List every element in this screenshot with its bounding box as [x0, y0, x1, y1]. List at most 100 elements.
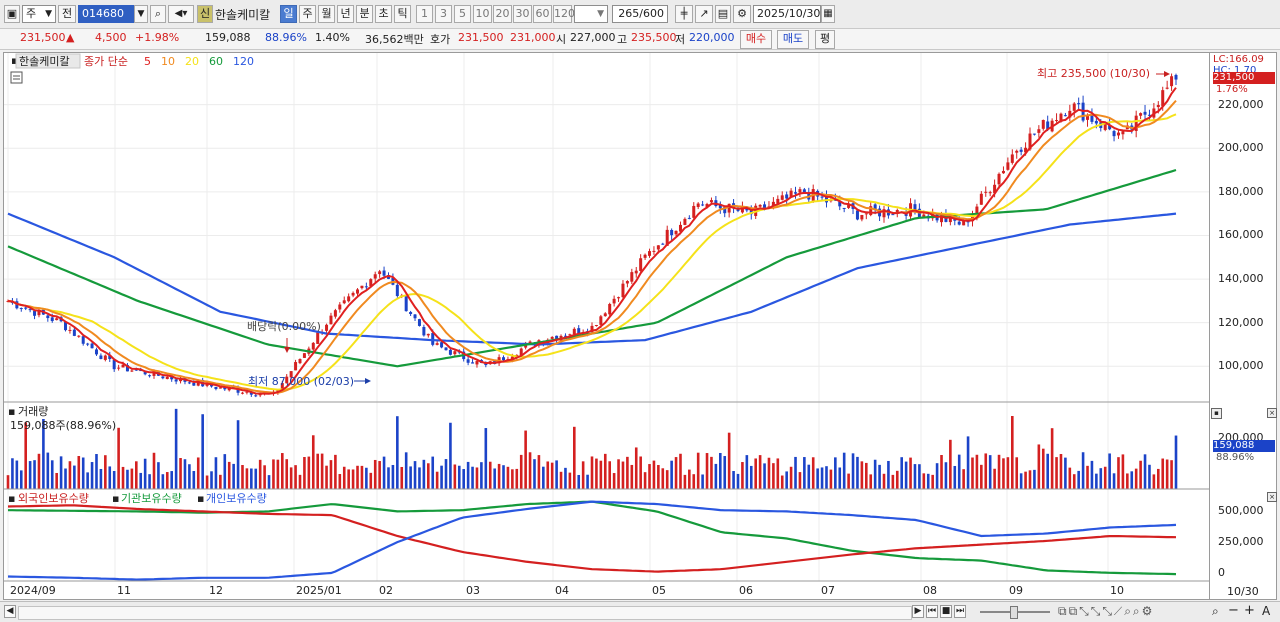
avg-button[interactable]: 평 [815, 30, 835, 49]
minute-60-button[interactable]: 60 [533, 5, 552, 23]
candle-body [347, 296, 351, 302]
volume-bar [1015, 457, 1019, 489]
candle-body [913, 204, 917, 211]
candle-body [285, 376, 289, 384]
volume-bar [882, 473, 886, 489]
volume-panel-max-icon[interactable]: × [1267, 408, 1277, 418]
period-day-button[interactable]: 일 [280, 5, 297, 23]
sell-button[interactable]: 매도 [777, 30, 809, 49]
data-count-field[interactable]: 265/600 [612, 5, 668, 23]
volume-bar [701, 474, 704, 489]
prev-button[interactable]: 전 [58, 5, 76, 23]
price-axis[interactable]: LC:166.09 HC: 1.70 231,500 1.76% 220,000… [1210, 52, 1277, 600]
volume-bar [254, 468, 258, 489]
volume-bar [396, 416, 399, 489]
candle-body [1143, 111, 1147, 115]
period-minute-button[interactable]: 분 [356, 5, 373, 23]
minute-5-button[interactable]: 5 [454, 5, 471, 23]
speaker-icon[interactable]: ◀▾ [168, 5, 194, 23]
volume-title: 거래량 [18, 405, 48, 418]
volume-bar [980, 464, 983, 489]
price-change: 4,500 [95, 31, 127, 44]
scroll-left-icon[interactable]: ◀ [4, 605, 16, 618]
volume-bar [360, 465, 364, 489]
volume-bar [311, 435, 315, 489]
candle-body [1046, 121, 1050, 130]
zoom-in-icon[interactable]: + [1244, 603, 1255, 618]
save-icon[interactable]: ▤ [715, 5, 731, 23]
search-icon[interactable]: ⌕ [150, 5, 166, 23]
window-menu-icon[interactable]: ▣ [4, 5, 20, 23]
font-size-icon[interactable]: A [1262, 604, 1271, 618]
grid-toggle-icon[interactable] [10, 71, 23, 84]
volume-bar [617, 459, 620, 489]
candle-body [311, 342, 315, 350]
first-page-icon[interactable]: ⏮ [926, 605, 938, 618]
scroll-right-icon[interactable]: ▶ [912, 605, 924, 618]
draw-line-icon[interactable]: ↗ [695, 5, 713, 23]
period-year-button[interactable]: 년 [337, 5, 354, 23]
period-month-button[interactable]: 월 [318, 5, 335, 23]
custom-period-input[interactable]: ▼ [574, 5, 608, 23]
chart-area[interactable]: 최고 235,500 (10/30) 최저 87,000 (02/03) 배당락… [3, 52, 1210, 600]
period-type-select[interactable]: 주 ▼ [22, 5, 56, 23]
volume-bar [55, 472, 58, 489]
last-page-icon[interactable]: ⏭ [954, 605, 966, 618]
buy-button[interactable]: 매수 [740, 30, 772, 49]
volume-bar [1081, 452, 1085, 489]
date-input[interactable]: 2025/10/30 [753, 5, 821, 23]
volume-bar [1064, 457, 1067, 489]
volume-bar [820, 467, 824, 489]
volume-bar [542, 466, 545, 489]
volume-bar [851, 453, 855, 489]
candle-body [572, 328, 576, 335]
period-tick-button[interactable]: 틱 [394, 5, 411, 23]
volume-bar [46, 452, 50, 489]
code-dropdown-icon[interactable]: ▼ [134, 5, 148, 23]
stock-code-input[interactable]: 014680 [78, 5, 136, 23]
price-axis-label: 140,000 [1218, 272, 1264, 286]
volume-bar [749, 465, 753, 489]
tool-icons[interactable]: ⧉⧉⤡⤡⤡⟋⌕⌕⚙ [1058, 604, 1155, 618]
candle-body [161, 376, 165, 379]
candle-body [519, 348, 523, 356]
chart-canvas[interactable]: 최고 235,500 (10/30) 최저 87,000 (02/03) 배당락… [4, 53, 1209, 599]
minute-10-button[interactable]: 10 [473, 5, 492, 23]
settings-icon[interactable]: ⚙ [733, 5, 751, 23]
volume-bar [480, 462, 483, 489]
volume-value: 159,088 [205, 31, 251, 44]
candle-body [37, 310, 41, 316]
volume-bar [696, 452, 700, 489]
candle-body [134, 369, 138, 371]
zoom-search-icon[interactable]: ⌕ [1212, 604, 1219, 618]
candle-body [984, 191, 988, 193]
minute-30-button[interactable]: 30 [513, 5, 532, 23]
stop-icon[interactable]: ■ [940, 605, 952, 618]
volume-bar [210, 471, 213, 489]
candle-body [369, 279, 373, 287]
legend-individual: 개인보유수량 [206, 492, 267, 505]
horizontal-scrollbar[interactable] [18, 606, 912, 620]
volume-panel-close-icon[interactable]: ▪ [1211, 408, 1222, 419]
zoom-out-icon[interactable]: − [1228, 603, 1239, 618]
volume-bar [1068, 467, 1072, 489]
volume-bar [975, 454, 979, 489]
volume-tag: 159,088 [1213, 440, 1275, 452]
candle-body [1001, 170, 1005, 174]
candle-body [50, 317, 54, 322]
minute-3-button[interactable]: 3 [435, 5, 452, 23]
volume-bar [475, 467, 479, 489]
volume-bar [511, 469, 514, 489]
minute-1-button[interactable]: 1 [416, 5, 433, 23]
volume-bar [422, 459, 426, 489]
zoom-slider-handle[interactable] [1010, 606, 1018, 619]
period-second-button[interactable]: 초 [375, 5, 392, 23]
period-week-button[interactable]: 주 [299, 5, 316, 23]
candle-body [148, 375, 152, 377]
candle-type-icon[interactable]: ╪ [675, 5, 693, 23]
minute-20-button[interactable]: 20 [493, 5, 512, 23]
calendar-icon[interactable]: ▦ [821, 5, 835, 23]
axis-lc: LC:166.09 [1213, 54, 1264, 65]
holding-panel-max-icon[interactable]: × [1267, 492, 1277, 502]
minute-120-button[interactable]: 120 [553, 5, 575, 23]
